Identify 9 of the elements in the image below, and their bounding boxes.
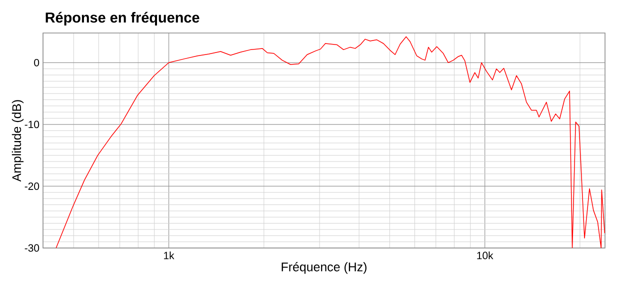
y-tick-label: 0: [34, 58, 40, 66]
x-axis-title: Fréquence (Hz): [282, 262, 366, 274]
x-tick-label: 10k: [477, 252, 494, 260]
y-tick-label: -20: [24, 182, 40, 190]
y-tick-label: -10: [24, 120, 40, 128]
x-tick-label: 1k: [164, 252, 174, 260]
chart-title: Réponse en fréquence: [46, 12, 200, 26]
y-tick-label: -30: [24, 244, 40, 252]
y-axis-title: Amplitude (dB): [12, 100, 24, 182]
